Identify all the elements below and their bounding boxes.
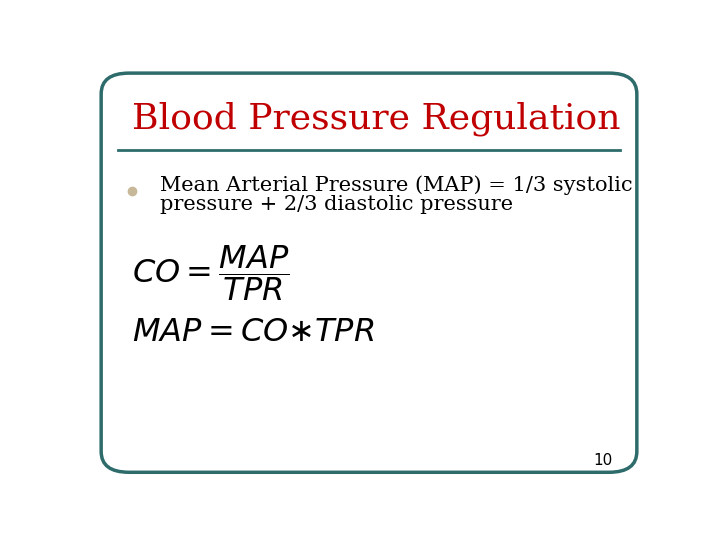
Text: $\mathit{CO} = \dfrac{\mathit{MAP}}{\mathit{TPR}}$: $\mathit{CO} = \dfrac{\mathit{MAP}}{\mat…: [132, 242, 289, 303]
Text: 10: 10: [594, 453, 613, 468]
Text: pressure + 2/3 diastolic pressure: pressure + 2/3 diastolic pressure: [160, 195, 513, 214]
Text: Blood Pressure Regulation: Blood Pressure Regulation: [132, 102, 621, 136]
FancyBboxPatch shape: [101, 73, 637, 472]
Text: Mean Arterial Pressure (MAP) = 1/3 systolic: Mean Arterial Pressure (MAP) = 1/3 systo…: [160, 176, 632, 195]
Text: $\mathit{MAP} = \mathit{CO} {\ast} \mathit{TPR}$: $\mathit{MAP} = \mathit{CO} {\ast} \math…: [132, 318, 374, 348]
